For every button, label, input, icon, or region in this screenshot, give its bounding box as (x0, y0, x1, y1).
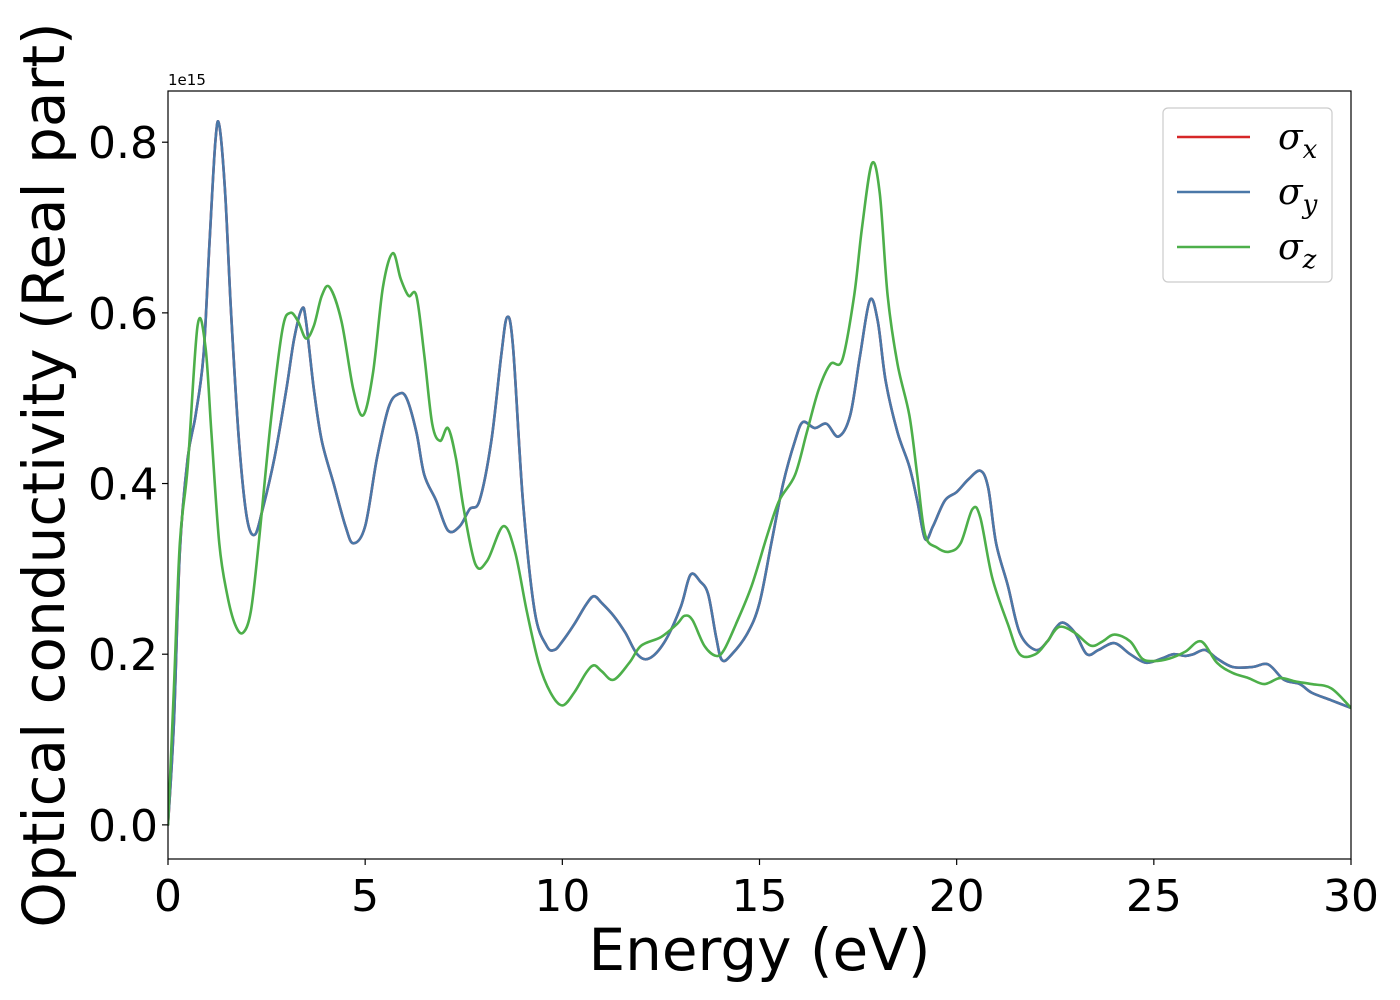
x-tick-label: 30 (1323, 871, 1379, 922)
y-tick-label: 0.4 (88, 460, 158, 511)
y-tick-label: 0.2 (88, 630, 158, 681)
y-axis: 0.0 0.2 0.4 0.6 0.8 (88, 118, 168, 852)
series-line-z (168, 160, 1351, 827)
x-axis: 0 5 10 15 20 25 30 (154, 859, 1379, 922)
y-tick-label: 0.0 (88, 801, 158, 852)
y-tick-label: 0.8 (88, 118, 158, 169)
x-tick-label: 5 (351, 871, 379, 922)
legend-label-y: σy (1278, 172, 1318, 220)
x-tick-label: 25 (1126, 871, 1182, 922)
legend-frame (1162, 107, 1333, 283)
x-tick-label: 10 (534, 871, 590, 922)
x-tick-label: 20 (929, 871, 985, 922)
y-offset-label: 1e15 (168, 71, 206, 89)
series-line-y (168, 120, 1351, 827)
y-axis-label: Optical conductivity (Real part) (10, 22, 78, 927)
x-tick-label: 0 (154, 871, 182, 922)
legend-label-x: σx (1278, 117, 1318, 165)
y-tick-label: 0.6 (88, 289, 158, 340)
x-axis-label: Energy (eV) (588, 916, 930, 984)
x-tick-label: 15 (732, 871, 788, 922)
series-layer (168, 120, 1351, 827)
